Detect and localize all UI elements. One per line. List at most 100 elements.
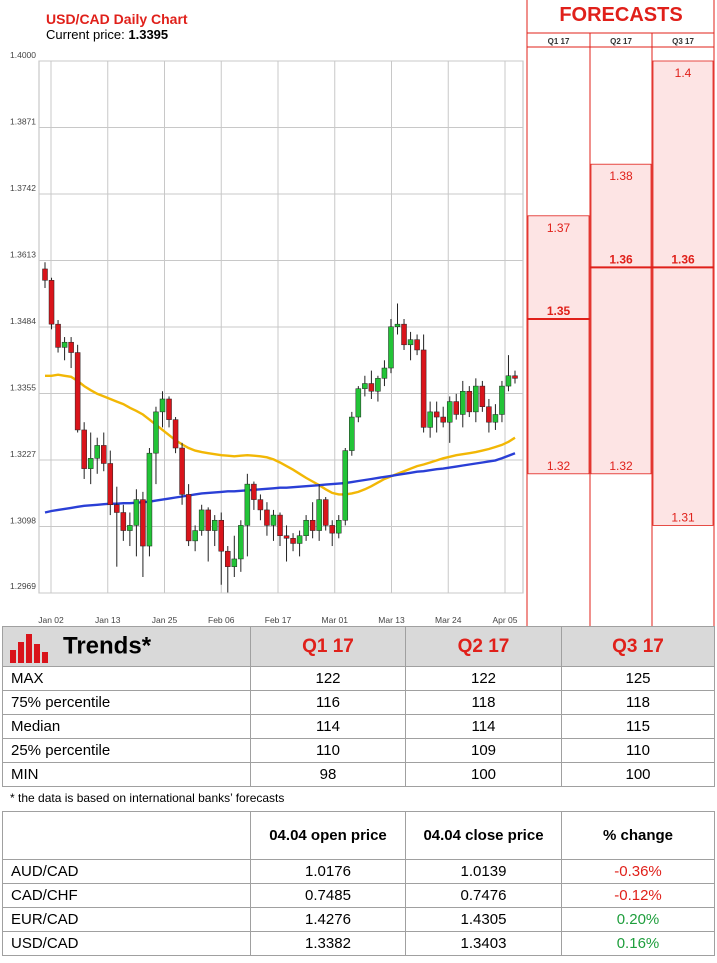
candle (460, 380, 466, 428)
moving-average-line (44, 452, 516, 514)
bar-chart-icon (10, 633, 48, 663)
candle (166, 396, 172, 428)
trends-header-q1: Q1 17 (250, 626, 406, 667)
trends-cell: 109 (405, 738, 562, 763)
candle (433, 401, 440, 433)
candle-body (414, 339, 420, 351)
candle (146, 448, 153, 557)
candle-body (309, 519, 316, 531)
trends-row-label: 25% percentile (2, 738, 251, 763)
prices-header-close: 04.04 close price (405, 811, 562, 860)
candle (107, 450, 114, 516)
forecast-median-label: 1.35 (547, 304, 571, 318)
prices-row: AUD/CAD 1.0176 1.0139 -0.36% (2, 859, 715, 884)
candle-body (114, 504, 120, 513)
candle (309, 502, 316, 539)
forecast-max-label: 1.4 (675, 66, 692, 80)
y-tick-label: 1.3355 (10, 383, 36, 393)
x-tick-label: Feb 06 (208, 615, 235, 625)
current-price: Current price: 1.3395 (46, 27, 168, 42)
candle (114, 486, 120, 567)
prices-row: USD/CAD 1.3382 1.3403 0.16% (2, 931, 715, 956)
candle (349, 411, 355, 456)
close-price: 1.4305 (405, 907, 562, 932)
candle-body (61, 341, 68, 348)
candle-body (388, 326, 394, 369)
candle-body (251, 483, 257, 500)
candle-body (231, 558, 238, 567)
candle (185, 484, 192, 547)
trends-footnote: * the data is based on international ban… (10, 791, 285, 805)
close-price: 1.0139 (405, 859, 562, 884)
y-tick-label: 1.3613 (10, 250, 36, 260)
candle-body (120, 512, 127, 531)
candle (283, 525, 290, 562)
candle (453, 393, 459, 420)
forecast-range-box (527, 215, 590, 475)
candle-body (290, 538, 296, 544)
trends-row-label: Median (2, 714, 251, 739)
candle-body (185, 494, 192, 542)
y-tick-label: 1.4000 (10, 50, 36, 60)
candle-body (460, 390, 466, 415)
candle (225, 546, 231, 593)
chart-area: 1.4000 1.3871 1.3742 1.3613 1.3484 1.3355 1.32… (10, 0, 715, 626)
candle-body (48, 280, 55, 325)
candle-body (440, 416, 446, 423)
candle-body (349, 416, 355, 451)
candle (336, 515, 342, 539)
candle (127, 512, 133, 547)
trends-row-label: 75% percentile (2, 690, 251, 715)
candle (381, 360, 388, 387)
candle-body (466, 390, 473, 413)
forecast-range-box (652, 60, 714, 526)
candle (499, 380, 505, 423)
candle-body (42, 268, 48, 281)
percent-change: -0.36% (561, 859, 715, 884)
candle-body (473, 385, 479, 413)
trends-cell: 116 (250, 690, 406, 715)
candle-body (303, 519, 309, 536)
candle (492, 404, 499, 430)
trends-cell: 100 (561, 762, 715, 787)
candle (218, 512, 224, 585)
candle (172, 417, 179, 454)
prices-header-blank (2, 811, 251, 860)
x-tick-label: Apr 05 (492, 615, 517, 625)
candle-body (420, 349, 427, 428)
percent-change: -0.12% (561, 883, 715, 908)
candle (211, 515, 218, 547)
current-price-label: Current price: (46, 27, 125, 42)
prices-row: EUR/CAD 1.4276 1.4305 0.20% (2, 907, 715, 932)
candle-body (264, 509, 270, 526)
candle-body (244, 483, 251, 526)
open-price: 1.4276 (250, 907, 406, 932)
forecast-min-label: 1.31 (671, 510, 695, 524)
trends-cell: 110 (250, 738, 406, 763)
candle-body (205, 509, 211, 531)
candle-body (94, 445, 100, 459)
x-tick-label: Jan 13 (95, 615, 121, 625)
candle-body (355, 388, 362, 418)
x-tick-label: Mar 13 (378, 615, 405, 625)
trends-cell: 122 (405, 666, 562, 691)
x-tick-label: Feb 17 (265, 615, 292, 625)
trends-cell: 115 (561, 714, 715, 739)
candle (61, 337, 68, 361)
candle (486, 398, 492, 433)
candle (205, 507, 211, 562)
candle-body (499, 385, 505, 415)
candle-body (81, 429, 87, 469)
chart-title: USD/CAD Daily Chart (46, 11, 188, 27)
candle (153, 406, 159, 485)
prices-header-open: 04.04 open price (250, 811, 406, 860)
candle-body (492, 414, 499, 423)
trends-cell: 114 (250, 714, 406, 739)
candle (238, 520, 244, 572)
candle (133, 489, 140, 557)
candle-body (211, 519, 218, 531)
open-price: 1.3382 (250, 931, 406, 956)
trends-header-q2: Q2 17 (405, 626, 562, 667)
candle-body (153, 411, 159, 454)
forecast-min-label: 1.32 (547, 459, 571, 473)
